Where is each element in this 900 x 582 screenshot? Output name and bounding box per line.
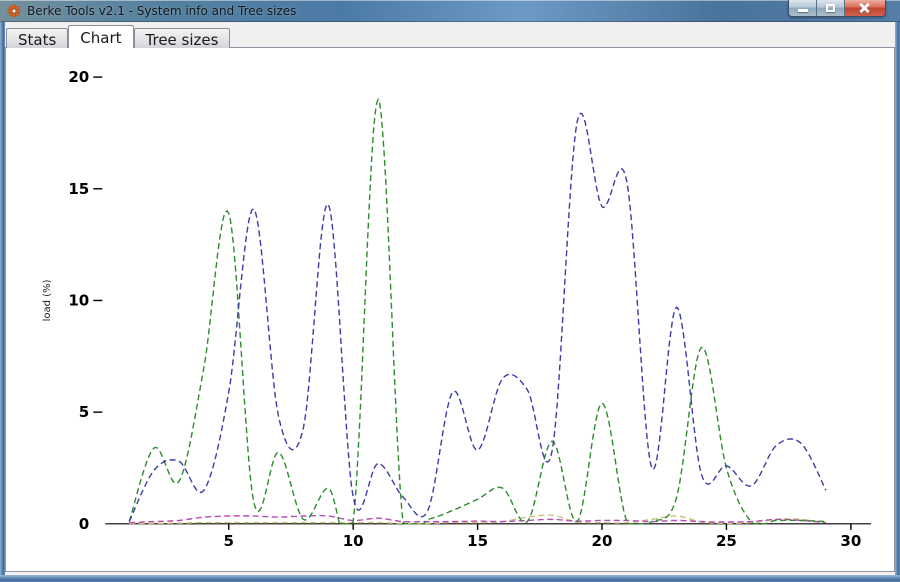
window-border-right bbox=[895, 22, 900, 582]
y-axis-title: load (%) bbox=[42, 279, 53, 321]
x-tick-label: 30 bbox=[840, 532, 861, 550]
window-controls bbox=[788, 0, 886, 17]
series-magenta-line bbox=[129, 514, 827, 524]
tab-chart[interactable]: Chart bbox=[68, 25, 134, 48]
chart-tab-page: load (%) 0 5 10 15 20 5 10 15 20 25 30 bbox=[5, 47, 895, 572]
window-title: Berke Tools v2.1 - System info and Tree … bbox=[27, 4, 297, 18]
x-tick-label: 10 bbox=[343, 532, 364, 550]
tab-stats[interactable]: Stats bbox=[6, 28, 69, 49]
series-green-line bbox=[128, 97, 827, 525]
chart-canvas: load (%) 0 5 10 15 20 5 10 15 20 25 30 bbox=[42, 68, 871, 550]
series-tan-line bbox=[129, 514, 827, 525]
series-blue-line bbox=[128, 112, 827, 522]
close-icon bbox=[859, 3, 870, 13]
close-button[interactable] bbox=[845, 0, 885, 16]
y-tick-label: 20 bbox=[68, 68, 89, 86]
y-tick-label: 5 bbox=[79, 403, 89, 421]
x-tick-label: 5 bbox=[224, 532, 234, 550]
app-icon bbox=[7, 4, 21, 18]
maximize-icon bbox=[826, 4, 835, 12]
y-tick-label: 15 bbox=[68, 180, 89, 198]
x-tick-label: 15 bbox=[467, 532, 488, 550]
y-tick-label: 0 bbox=[79, 515, 89, 533]
client-area: Stats Chart Tree sizes load (%) 0 5 10 15 20 5… bbox=[5, 22, 895, 575]
x-tick-label: 20 bbox=[592, 532, 613, 550]
title-bar[interactable]: Berke Tools v2.1 - System info and Tree … bbox=[0, 0, 900, 22]
minimize-icon bbox=[798, 9, 808, 12]
minimize-button[interactable] bbox=[789, 0, 817, 16]
load-chart: load (%) 0 5 10 15 20 5 10 15 20 25 30 bbox=[6, 48, 894, 571]
window-border-left bbox=[0, 22, 5, 582]
y-tick-label: 10 bbox=[68, 291, 89, 309]
tab-bar: Stats Chart Tree sizes bbox=[6, 25, 231, 49]
maximize-button[interactable] bbox=[817, 0, 845, 16]
x-tick-label: 25 bbox=[716, 532, 737, 550]
tab-tree-sizes[interactable]: Tree sizes bbox=[133, 28, 231, 49]
window-border-bottom bbox=[0, 575, 900, 582]
